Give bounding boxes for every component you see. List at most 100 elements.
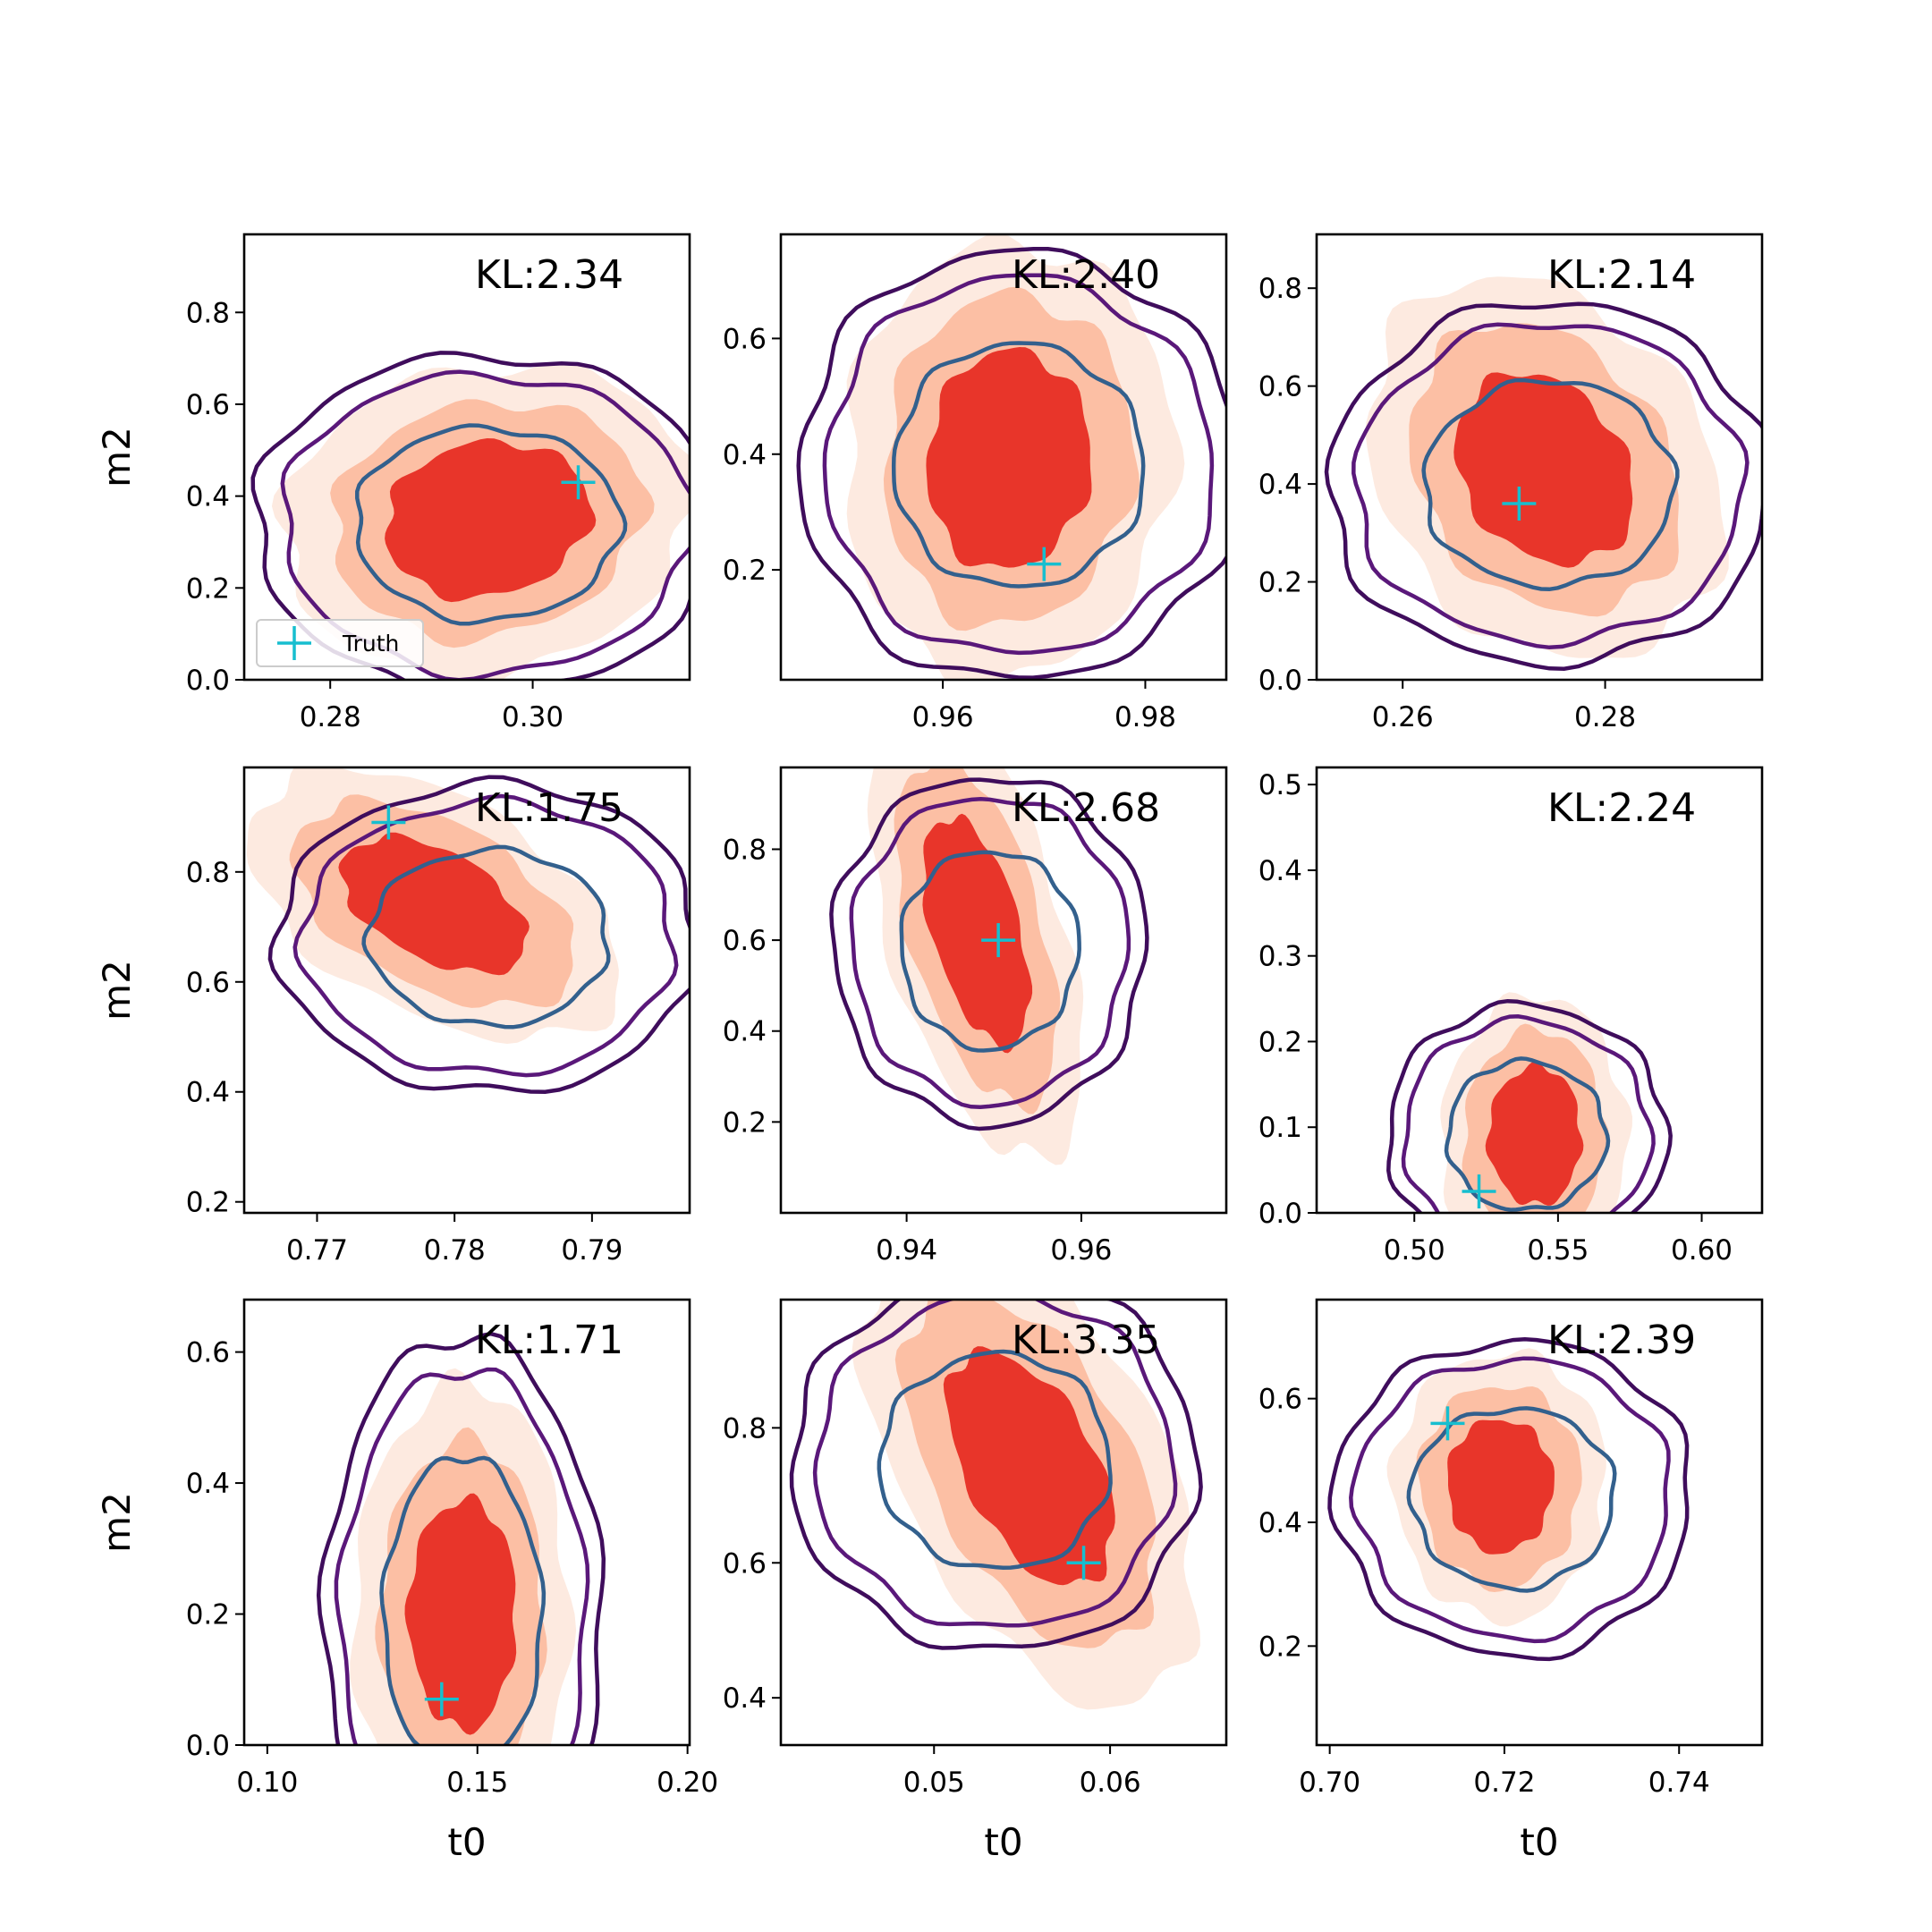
y-axis-label: m2 xyxy=(95,960,139,1021)
x-tick-label: 0.96 xyxy=(1050,1234,1112,1267)
y-axis-label: m2 xyxy=(95,427,139,487)
subplot-2: 0.96 0.98 0.2 0.4 0.6 KL:2.40 xyxy=(723,233,1228,733)
contour-line-inner xyxy=(1421,377,1680,592)
x-tick-label: 0.96 xyxy=(912,701,974,733)
x-tick-label: 0.20 xyxy=(657,1767,718,1799)
contour-line-outer xyxy=(789,1300,1203,1650)
axes-frame xyxy=(1315,766,1764,1215)
filled-contour-inner xyxy=(926,347,1092,568)
kl-annotation: KL:2.68 xyxy=(1012,785,1160,831)
y-tick-label: 0.8 xyxy=(1258,273,1302,305)
y-tick-label: 0.8 xyxy=(723,1412,767,1445)
y-tick-label: 0.4 xyxy=(723,439,767,471)
x-tick-label: 0.06 xyxy=(1080,1767,1141,1799)
kl-annotation: KL:3.35 xyxy=(1012,1318,1160,1363)
contour-line-mid xyxy=(1401,1014,1656,1213)
contour-line-outer xyxy=(1327,1337,1690,1662)
y-tick-label: 0.6 xyxy=(1258,371,1302,403)
y-tick-label: 0.8 xyxy=(723,834,767,866)
x-tick-label: 0.77 xyxy=(286,1234,348,1267)
truth-marker xyxy=(561,465,596,500)
contour-line-inner xyxy=(379,1455,547,1745)
contour-line-outer xyxy=(316,1331,606,1745)
contour-line-mid xyxy=(280,369,690,680)
y-tick-label: 0.2 xyxy=(186,1187,230,1219)
contour-line-mid xyxy=(292,793,679,1078)
x-axis-label: t0 xyxy=(984,1820,1022,1864)
kl-annotation: KL:2.39 xyxy=(1547,1318,1696,1363)
contour-line-outer xyxy=(267,775,690,1094)
legend-label: Truth xyxy=(342,631,399,657)
subplot-9: 0.70 0.72 0.74 0.2 0.4 0.6 KL:2.39 t0 xyxy=(1258,1298,1764,1864)
x-tick-label: 0.70 xyxy=(1299,1767,1360,1799)
axes-frame xyxy=(242,766,691,1215)
y-tick-label: 0.6 xyxy=(723,925,767,957)
x-tick-label: 0.26 xyxy=(1372,701,1434,733)
plot-area xyxy=(789,1300,1203,1710)
y-tick-label: 0.6 xyxy=(186,967,230,999)
subplot-1: 0.28 0.30 0.0 0.2 0.4 0.6 0.8 KL:2.34 m2 Truth xyxy=(95,233,691,733)
x-tick-label: 0.30 xyxy=(502,701,564,733)
legend-plus-marker xyxy=(277,626,311,660)
truth-marker xyxy=(1502,486,1537,521)
y-tick-label: 0.6 xyxy=(723,323,767,355)
plot-area xyxy=(1324,276,1762,671)
y-tick-label: 0.0 xyxy=(1258,1198,1302,1230)
y-tick-label: 0.4 xyxy=(1258,855,1302,887)
y-tick-label: 0.4 xyxy=(186,481,230,513)
y-tick-label: 0.6 xyxy=(723,1547,767,1580)
x-tick-label: 0.05 xyxy=(903,1767,965,1799)
y-tick-label: 0.4 xyxy=(723,1682,767,1715)
x-tick-label: 0.74 xyxy=(1648,1767,1710,1799)
y-tick-label: 0.4 xyxy=(1258,469,1302,501)
x-axis-label: t0 xyxy=(447,1820,486,1864)
x-tick-label: 0.28 xyxy=(1574,701,1636,733)
contour-line-outer xyxy=(1324,301,1762,671)
y-tick-label: 0.2 xyxy=(723,1106,767,1139)
y-tick-label: 0.4 xyxy=(1258,1507,1302,1539)
contour-line-inner xyxy=(899,850,1081,1053)
contour-line-outer xyxy=(1386,998,1673,1213)
legend: Truth xyxy=(256,619,424,667)
plot-area xyxy=(246,767,690,1094)
subplot-7: 0.10 0.15 0.20 0.0 0.2 0.4 0.6 KL:1.71 t0 m2 xyxy=(95,1298,718,1864)
x-tick-label: 0.72 xyxy=(1473,1767,1535,1799)
kl-annotation: KL:2.14 xyxy=(1547,252,1696,298)
contour-line-mid xyxy=(334,1367,590,1745)
y-tick-label: 0.2 xyxy=(723,555,767,587)
y-tick-label: 0.8 xyxy=(186,297,230,329)
y-tick-label: 0.8 xyxy=(186,857,230,889)
contour-line-mid xyxy=(812,1300,1178,1628)
y-tick-label: 0.0 xyxy=(186,665,230,697)
axes-frame xyxy=(779,766,1228,1215)
filled-contour-inner xyxy=(1485,1061,1584,1206)
x-tick-label: 0.15 xyxy=(446,1767,508,1799)
axes-frame xyxy=(779,233,1228,682)
y-tick-label: 0.6 xyxy=(1258,1384,1302,1416)
truth-marker xyxy=(981,923,1016,958)
subplot-3: 0.26 0.28 0.0 0.2 0.4 0.6 0.8 KL:2.14 xyxy=(1258,233,1764,733)
y-tick-label: 0.0 xyxy=(186,1730,230,1762)
axes-frame xyxy=(242,1298,691,1747)
kl-annotation: KL:1.75 xyxy=(475,785,623,831)
subplot-4: 0.77 0.78 0.79 0.2 0.4 0.6 0.8 KL:1.75 m2 xyxy=(95,766,691,1267)
filled-contour-inner xyxy=(338,832,530,976)
x-tick-label: 0.60 xyxy=(1671,1234,1733,1267)
kl-annotation: KL:2.34 xyxy=(475,252,623,298)
subplot-8: 0.05 0.06 0.4 0.6 0.8 KL:3.35 t0 xyxy=(723,1298,1228,1864)
x-tick-label: 0.28 xyxy=(300,701,361,733)
truth-marker xyxy=(1066,1546,1101,1580)
plot-area xyxy=(796,234,1226,680)
y-tick-label: 0.3 xyxy=(1258,941,1302,973)
contour-line-outer xyxy=(829,777,1149,1131)
y-tick-label: 0.4 xyxy=(186,1468,230,1500)
kl-annotation: KL:2.24 xyxy=(1547,785,1696,831)
plot-area xyxy=(829,767,1149,1165)
contour-line-inner xyxy=(355,423,628,626)
contour-line-outer xyxy=(796,247,1226,680)
plot-area xyxy=(1386,992,1673,1213)
axes-frame xyxy=(779,1298,1228,1747)
truth-marker xyxy=(1462,1174,1496,1209)
axes-frame xyxy=(1315,233,1764,682)
